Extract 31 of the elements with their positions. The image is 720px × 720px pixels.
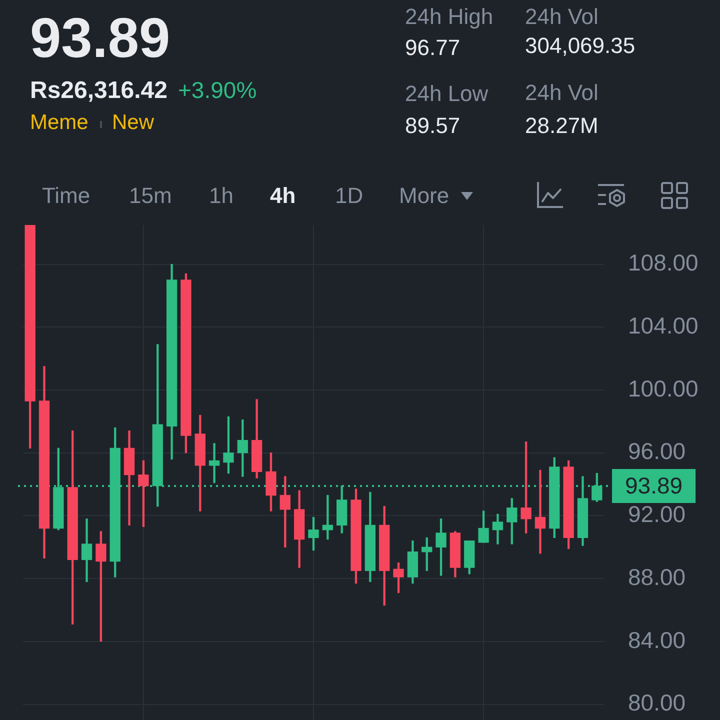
text: Time [42, 183, 90, 208]
y-tick-label: 108.00 [628, 250, 698, 276]
text: 15m [129, 183, 172, 208]
text: +3.90% [178, 77, 257, 103]
candlestick [534, 470, 546, 554]
text: 1D [335, 183, 364, 208]
y-tick-label: 104.00 [628, 312, 698, 338]
text: Meme [30, 111, 88, 134]
y-tick-label: 80.00 [628, 690, 686, 716]
y-tick-label: 100.00 [628, 375, 698, 402]
text: 24h Low [405, 81, 488, 106]
text: More [399, 183, 450, 208]
text: 4h [270, 183, 296, 208]
ref-line-label: 93.89 [625, 472, 683, 498]
text: 1h [209, 183, 234, 208]
text: New [112, 111, 154, 134]
text: 96.77 [405, 35, 460, 60]
text: 304,069.35 [525, 33, 636, 58]
y-tick-label: 84.00 [628, 626, 686, 653]
y-tick-label: 96.00 [628, 438, 686, 464]
chart-title: 93.89 [30, 6, 170, 69]
text: 24h Vol [525, 80, 598, 105]
candlestick [208, 443, 220, 484]
y-tick-label: 88.00 [628, 564, 686, 590]
text: 28.27M [525, 113, 598, 138]
y-tick-label: 92.00 [628, 501, 686, 528]
text: Rs26,316.42 [30, 77, 168, 104]
text: 24h Vol [525, 4, 598, 29]
text: 24h High [405, 4, 494, 29]
text: 89.57 [405, 113, 460, 138]
candlestick [322, 494, 333, 540]
